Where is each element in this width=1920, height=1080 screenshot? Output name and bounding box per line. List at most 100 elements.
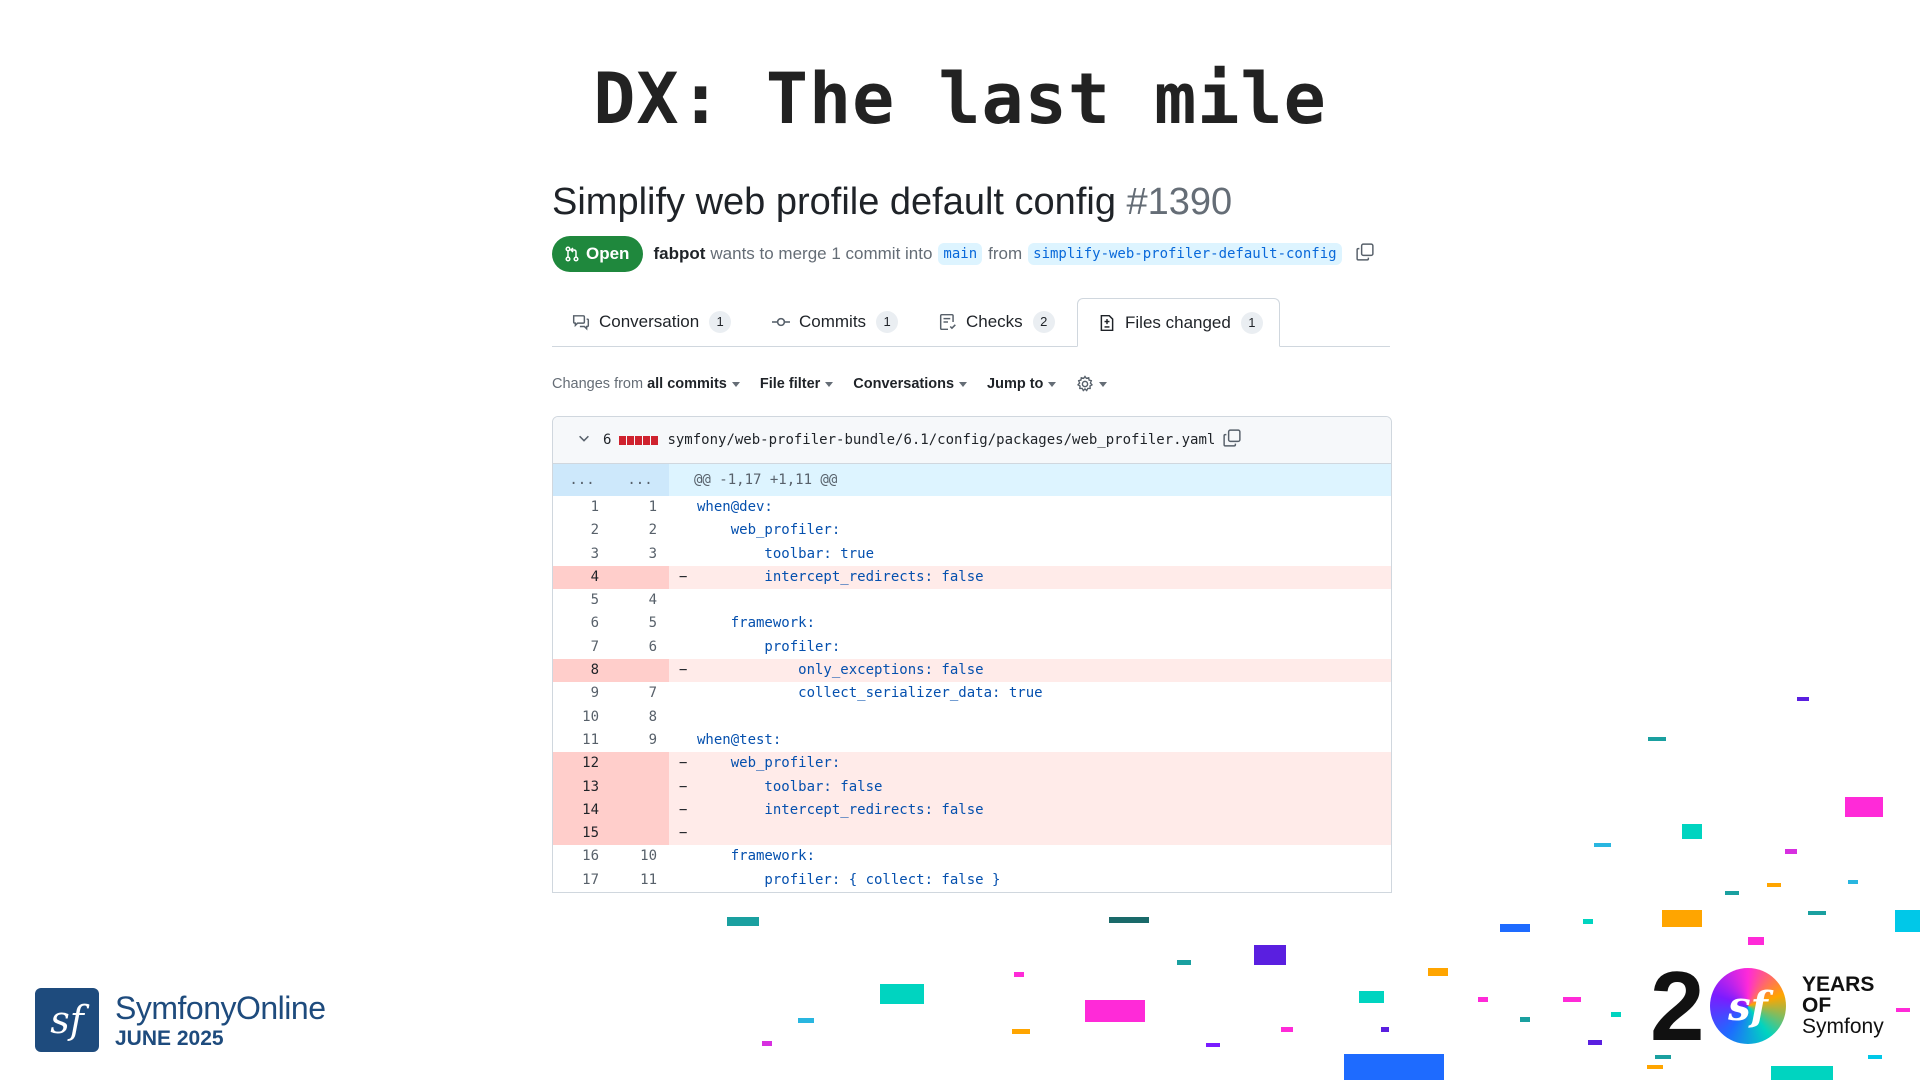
diff-line-context[interactable]: 1 1 when@dev:: [553, 496, 1391, 519]
conversations-dropdown[interactable]: Conversations: [853, 376, 968, 392]
new-line-number[interactable]: 7: [648, 685, 657, 702]
old-line-number[interactable]: 6: [590, 615, 599, 632]
old-line-number[interactable]: 12: [553, 752, 611, 776]
diff-line-context[interactable]: 16 10 framework:: [553, 845, 1391, 868]
tab-conversation[interactable]: Conversation 1: [552, 298, 747, 346]
line-text: intercept_redirects: false: [697, 568, 984, 585]
old-line-number[interactable]: 16: [582, 848, 599, 865]
checklist-icon: [939, 313, 956, 331]
confetti-piece: [1594, 843, 1611, 847]
line-code: framework:: [669, 845, 1391, 868]
tab-commits[interactable]: Commits 1: [752, 298, 914, 346]
new-line-number[interactable]: [611, 565, 669, 590]
line-text: profiler: { collect: false }: [697, 871, 1001, 888]
new-line-number[interactable]: 3: [648, 545, 657, 562]
caret-down-icon: [1048, 381, 1057, 387]
diff-line-context[interactable]: 6 5 framework:: [553, 612, 1391, 635]
diff-sign: [679, 496, 697, 519]
old-line-number[interactable]: 7: [590, 638, 599, 655]
new-line-number[interactable]: 1: [648, 499, 657, 515]
new-line-number[interactable]: [611, 659, 669, 683]
new-line-number[interactable]: 6: [648, 638, 657, 655]
diff-sign: [679, 519, 697, 542]
new-line-number[interactable]: 9: [648, 731, 657, 748]
pr-author[interactable]: fabpot: [653, 244, 706, 263]
confetti-piece: [1583, 919, 1593, 924]
diff-line-context[interactable]: 10 8: [553, 706, 1391, 729]
copy-icon[interactable]: [1355, 242, 1374, 266]
diff-line-context[interactable]: 7 6 profiler:: [553, 636, 1391, 659]
line-code: − only_exceptions: false: [669, 659, 1391, 683]
diff-sign: [679, 682, 697, 705]
new-line-number[interactable]: 5: [648, 615, 657, 632]
confetti-piece: [1725, 891, 1739, 895]
diff-line-context[interactable]: 2 2 web_profiler:: [553, 519, 1391, 542]
jump-to-label: Jump to: [987, 376, 1044, 392]
copy-path-icon[interactable]: [1223, 429, 1241, 451]
chevron-down-icon[interactable]: [577, 431, 591, 449]
new-line-number[interactable]: 2: [648, 522, 657, 539]
new-line-number[interactable]: 4: [648, 592, 657, 609]
old-line-number[interactable]: 2: [590, 522, 599, 539]
changes-from-dropdown[interactable]: Changes from all commits: [552, 376, 740, 392]
confetti-piece: [1381, 1027, 1389, 1032]
settings-dropdown[interactable]: [1076, 375, 1108, 393]
file-path[interactable]: symfony/web-profiler-bundle/6.1/config/p…: [667, 432, 1216, 448]
logo-name: SymfonyOnline: [115, 989, 326, 1026]
expand-down[interactable]: ...: [611, 464, 669, 496]
confetti-piece: [1662, 910, 1702, 927]
old-line-number[interactable]: 15: [553, 822, 611, 846]
old-line-number[interactable]: 17: [582, 871, 599, 888]
old-line-number[interactable]: 5: [590, 592, 599, 609]
pr-number[interactable]: #1390: [1126, 181, 1233, 223]
pr-title-text: Simplify web profile default config: [552, 181, 1116, 223]
new-line-number[interactable]: [611, 822, 669, 846]
hunk-header[interactable]: ... ... @@ -1,17 +1,11 @@: [553, 464, 1391, 496]
confetti-piece: [1845, 797, 1883, 817]
new-line-number[interactable]: [611, 775, 669, 799]
new-line-number[interactable]: [611, 752, 669, 776]
diff-line-deleted[interactable]: 15 −: [553, 822, 1391, 846]
line-code: web_profiler:: [669, 519, 1391, 542]
anniversary-number: 2: [1650, 951, 1705, 1061]
jump-to-dropdown[interactable]: Jump to: [987, 376, 1057, 392]
old-line-number[interactable]: 11: [582, 731, 599, 748]
old-line-number[interactable]: 8: [553, 659, 611, 683]
base-branch[interactable]: main: [938, 243, 983, 265]
tab-checks[interactable]: Checks 2: [919, 298, 1071, 346]
old-line-number[interactable]: 14: [553, 798, 611, 823]
old-line-number[interactable]: 4: [553, 565, 611, 590]
new-line-number[interactable]: 11: [640, 871, 657, 888]
confetti-piece: [1748, 937, 1764, 945]
old-line-number[interactable]: 10: [582, 708, 599, 725]
new-line-number[interactable]: [611, 798, 669, 823]
old-line-number[interactable]: 1: [590, 499, 599, 515]
diff-line-context[interactable]: 17 11 profiler: { collect: false }: [553, 869, 1391, 892]
file-diff: 6 symfony/web-profiler-bundle/6.1/config…: [552, 416, 1392, 894]
head-branch[interactable]: simplify-web-profiler-default-config: [1028, 243, 1342, 265]
old-line-number[interactable]: 13: [553, 775, 611, 799]
confetti-piece: [1588, 1040, 1602, 1045]
diff-line-deleted[interactable]: 14 − intercept_redirects: false: [553, 798, 1391, 823]
diff-line-deleted[interactable]: 12 − web_profiler:: [553, 752, 1391, 776]
diff-sign: [679, 543, 697, 566]
confetti-piece: [1012, 1029, 1030, 1034]
new-line-number[interactable]: 8: [648, 708, 657, 725]
old-line-number[interactable]: 3: [590, 545, 599, 562]
tab-files-changed[interactable]: Files changed 1: [1077, 298, 1280, 347]
diff-sign: [679, 636, 697, 659]
old-line-number[interactable]: 9: [590, 685, 599, 702]
new-line-number[interactable]: 10: [640, 848, 657, 865]
file-filter-dropdown[interactable]: File filter: [760, 376, 834, 392]
confetti-piece: [1254, 945, 1286, 965]
diff-line-context[interactable]: 9 7 collect_serializer_data: true: [553, 682, 1391, 705]
diff-line-deleted[interactable]: 8 − only_exceptions: false: [553, 659, 1391, 683]
diff-sign: −: [679, 755, 688, 772]
diff-line-deleted[interactable]: 13 − toolbar: false: [553, 775, 1391, 799]
diff-line-context[interactable]: 11 9 when@test:: [553, 729, 1391, 752]
diff-line-context[interactable]: 3 3 toolbar: true: [553, 543, 1391, 566]
diff-line-deleted[interactable]: 4 − intercept_redirects: false: [553, 565, 1391, 590]
years-line1: YEARS: [1802, 973, 1875, 996]
expand-up[interactable]: ...: [553, 464, 611, 496]
